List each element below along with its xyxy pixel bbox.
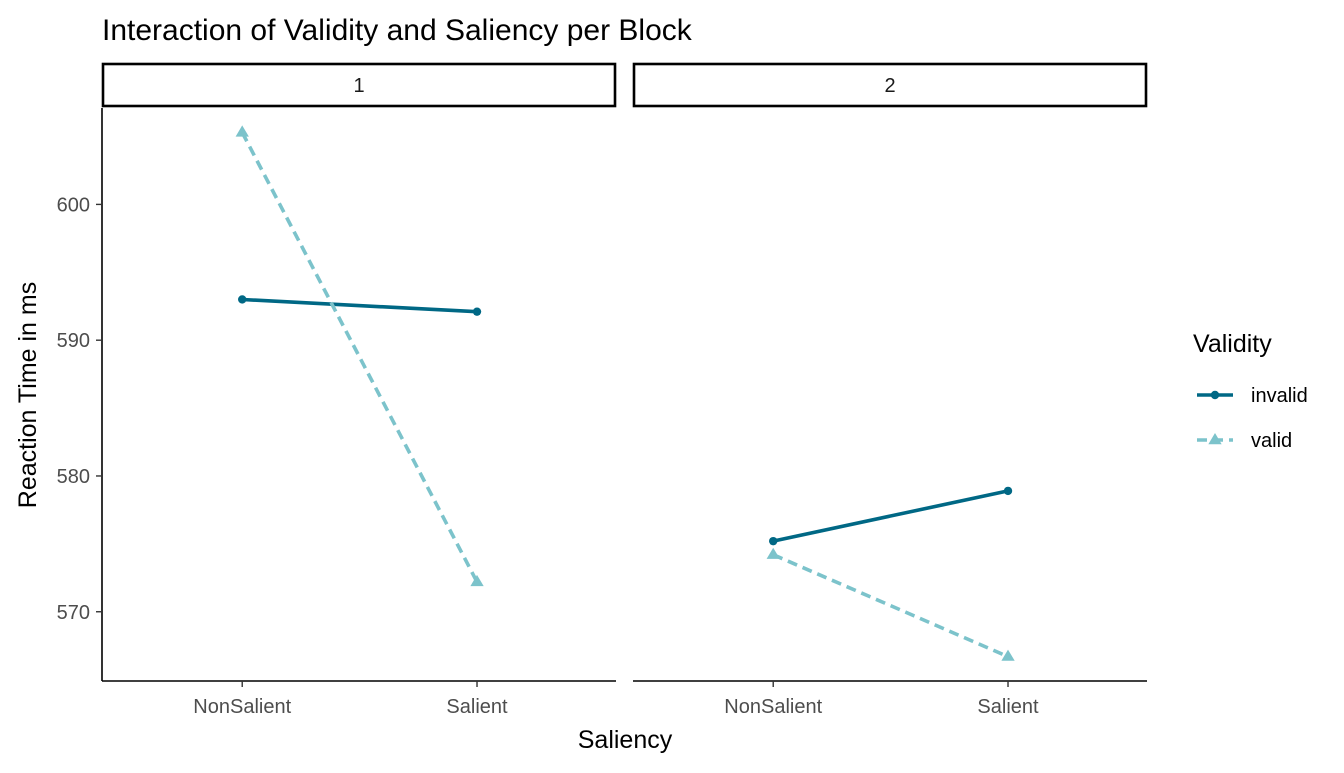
data-point-valid — [470, 574, 484, 587]
data-point-valid — [235, 125, 249, 137]
facet-strip-box — [632, 62, 1148, 108]
facet-strip-label: 2 — [884, 75, 895, 97]
facet-strip-label: 1 — [353, 75, 364, 97]
data-point-invalid — [472, 307, 482, 316]
x-tick-label: NonSalient — [193, 696, 291, 718]
series-valid — [235, 125, 484, 587]
series-line-valid — [240, 131, 479, 583]
facet-panel-2: 2 NonSalient Salient — [632, 62, 1148, 718]
legend-item-valid: valid — [1197, 430, 1292, 452]
series-invalid — [238, 295, 482, 316]
y-tick-label: 590 — [57, 330, 90, 352]
data-point-invalid — [238, 295, 247, 304]
series-line-invalid — [772, 489, 1009, 543]
x-tick-label: Salient — [446, 696, 508, 718]
legend-key-marker — [1208, 433, 1222, 445]
x-tick-label: NonSalient — [724, 696, 822, 718]
data-point-valid — [766, 547, 780, 559]
y-tick-label: 580 — [57, 466, 90, 488]
legend-item-invalid: invalid — [1197, 385, 1308, 407]
facet-strip-box — [101, 62, 617, 108]
legend-title: Validity — [1193, 330, 1272, 358]
facet-panel-1: 1 570 580 590 600 NonSalient Salient — [57, 62, 617, 718]
series-valid — [766, 547, 1015, 661]
x-tick-label: Salient — [977, 696, 1039, 718]
data-point-invalid — [1003, 486, 1013, 496]
y-tick-label: 570 — [57, 602, 90, 624]
series-line-invalid — [242, 297, 478, 314]
series-line-valid — [772, 553, 1009, 659]
y-axis-title: Reaction Time in ms — [14, 282, 42, 508]
y-tick-label: 600 — [57, 194, 90, 216]
legend-key-marker — [1210, 390, 1220, 400]
legend-key-label: invalid — [1251, 385, 1308, 407]
data-point-valid — [1001, 649, 1015, 661]
x-axis-title: Saliency — [578, 726, 673, 754]
legend-key-label: valid — [1251, 430, 1292, 452]
series-invalid — [769, 486, 1013, 546]
legend: Validity invalid valid — [1193, 330, 1308, 452]
data-point-invalid — [769, 536, 778, 546]
chart-title: Interaction of Validity and Saliency per… — [102, 14, 693, 47]
facet-panels: 1 570 580 590 600 NonSalient Salient 2 NonSalien… — [57, 62, 1148, 718]
